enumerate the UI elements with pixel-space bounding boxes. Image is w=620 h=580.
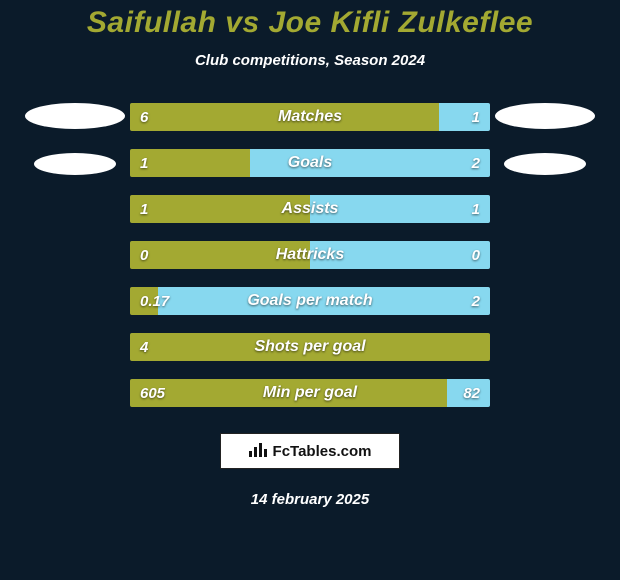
stat-value-player2: 2 xyxy=(462,149,490,177)
stat-value-player1: 1 xyxy=(130,195,158,223)
player1-avatar-col xyxy=(20,103,130,407)
stat-value-player1: 605 xyxy=(130,379,175,407)
player2-team-placeholder xyxy=(504,153,586,175)
stat-value-player2: 1 xyxy=(462,195,490,223)
stat-value-player2: 0 xyxy=(462,241,490,269)
stat-value-player2: 2 xyxy=(462,287,490,315)
stat-bars: 61Matches12Goals11Assists00Hattricks0.17… xyxy=(130,103,490,407)
stat-bar-player1 xyxy=(130,333,490,361)
stat-row: 4Shots per goal xyxy=(130,333,490,361)
chart-area: 61Matches12Goals11Assists00Hattricks0.17… xyxy=(0,103,620,407)
stat-row: 61Matches xyxy=(130,103,490,131)
player2-avatar-col xyxy=(490,103,600,407)
stat-bar-player2 xyxy=(250,149,490,177)
stat-row: 60582Min per goal xyxy=(130,379,490,407)
stat-row: 11Assists xyxy=(130,195,490,223)
bar-chart-icon xyxy=(249,441,267,462)
stat-row: 00Hattricks xyxy=(130,241,490,269)
stat-value-player2: 1 xyxy=(462,103,490,131)
stat-bar-player2 xyxy=(158,287,490,315)
stat-value-player1: 0 xyxy=(130,241,158,269)
brand-text: FcTables.com xyxy=(273,443,372,460)
stat-value-player1: 6 xyxy=(130,103,158,131)
player2-avatar-placeholder xyxy=(495,103,595,129)
stat-row: 12Goals xyxy=(130,149,490,177)
stat-bar-player1 xyxy=(130,379,447,407)
subtitle: Club competitions, Season 2024 xyxy=(195,52,425,69)
stat-value-player1: 4 xyxy=(130,333,158,361)
stat-value-player1: 0.17 xyxy=(130,287,179,315)
stat-row: 0.172Goals per match xyxy=(130,287,490,315)
date-label: 14 february 2025 xyxy=(251,491,369,508)
comparison-card: Saifullah vs Joe Kifli Zulkeflee Club co… xyxy=(0,0,620,580)
stat-value-player1: 1 xyxy=(130,149,158,177)
stat-value-player2 xyxy=(470,333,490,361)
player1-avatar-placeholder xyxy=(25,103,125,129)
player1-team-placeholder xyxy=(34,153,116,175)
stat-value-player2: 82 xyxy=(453,379,490,407)
stat-bar-player1 xyxy=(130,103,439,131)
brand-link[interactable]: FcTables.com xyxy=(220,433,400,469)
page-title: Saifullah vs Joe Kifli Zulkeflee xyxy=(87,6,533,40)
